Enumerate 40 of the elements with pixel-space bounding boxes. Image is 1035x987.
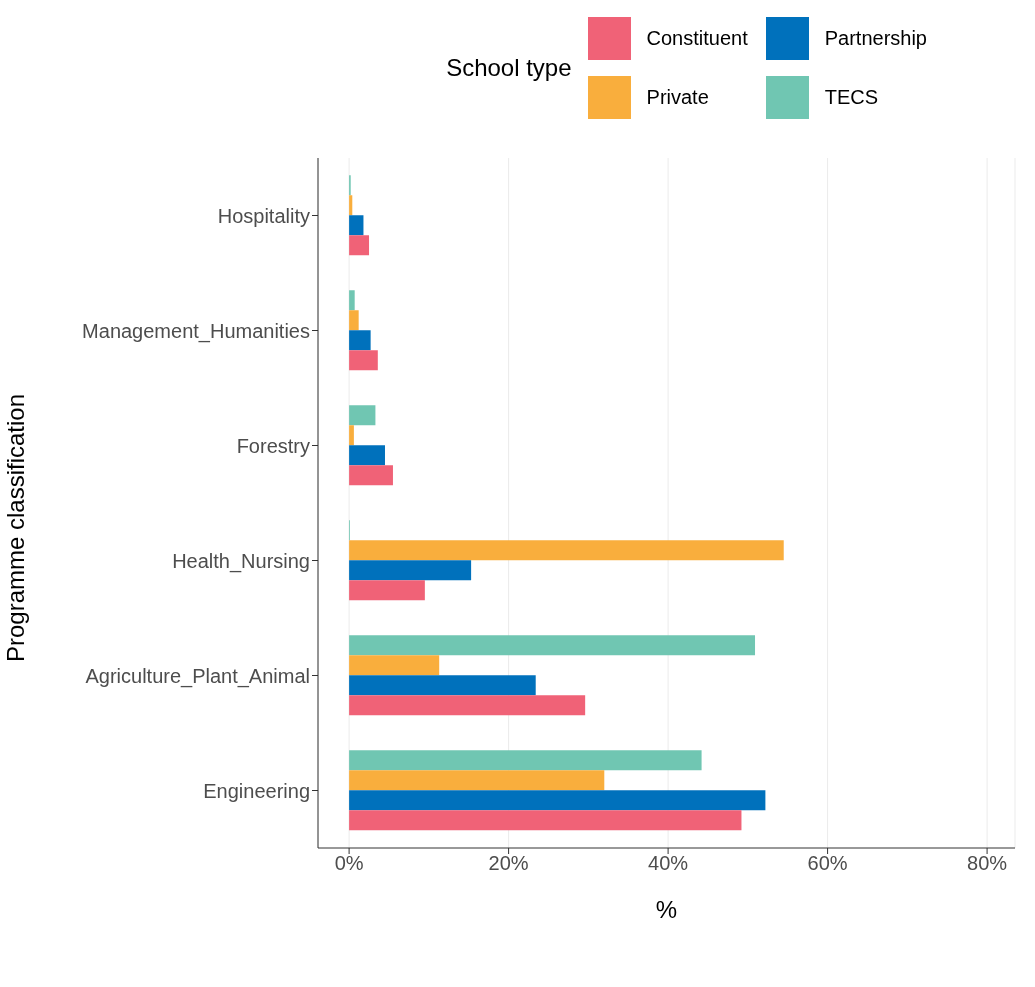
bar [349, 750, 702, 771]
y-axis-title: Programme classification [2, 393, 30, 663]
bar [349, 635, 756, 656]
bar [349, 425, 354, 446]
x-tick-label: 20% [488, 852, 529, 875]
bar [349, 695, 586, 716]
y-tick-label: Engineering [203, 779, 310, 802]
legend-label: TECS [824, 86, 879, 109]
bar [349, 770, 605, 791]
y-tick-label: Management_Humanities [82, 319, 310, 343]
y-tick-label: Agriculture_Plant_Animal [85, 664, 310, 688]
bar [349, 405, 376, 426]
legend-title: School type [446, 54, 572, 82]
bar [349, 580, 425, 601]
bar [349, 540, 784, 561]
bar [349, 310, 359, 331]
bar [349, 235, 370, 256]
x-axis-title: % [655, 896, 678, 923]
legend-label: Private [646, 86, 709, 109]
bar [349, 560, 472, 581]
bar [349, 655, 440, 676]
bar [349, 465, 393, 486]
bar [349, 215, 364, 236]
bar [349, 350, 378, 371]
y-tick-label: Hospitality [217, 204, 310, 227]
bar [349, 290, 355, 311]
bar [349, 675, 536, 696]
bar [349, 445, 385, 466]
bar [349, 330, 371, 351]
y-tick-label: Health_Nursing [172, 549, 310, 573]
bar [349, 790, 766, 811]
legend-label: Partnership [824, 27, 927, 50]
legend-label: Constituent [646, 27, 748, 50]
bar [349, 195, 353, 216]
x-tick-label: 80% [967, 852, 1008, 875]
x-tick-label: 40% [648, 852, 689, 875]
bar [349, 810, 742, 831]
x-tick-label: 60% [807, 852, 848, 875]
y-tick-label: Forestry [236, 434, 310, 457]
x-tick-label: 0% [334, 852, 364, 875]
